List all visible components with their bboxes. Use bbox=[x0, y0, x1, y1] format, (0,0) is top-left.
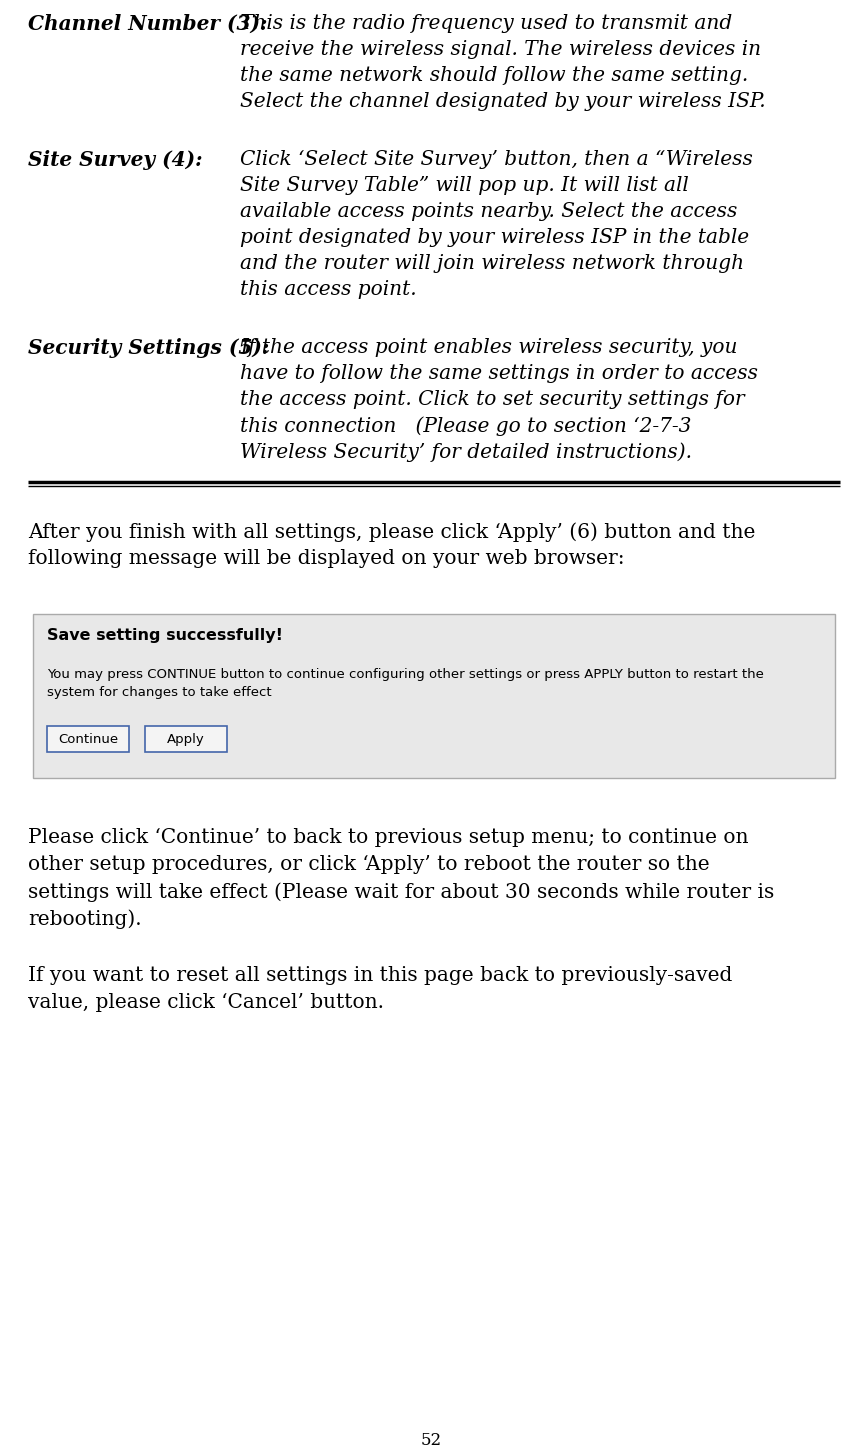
Text: the same network should follow the same setting.: the same network should follow the same … bbox=[239, 67, 747, 86]
Text: rebooting).: rebooting). bbox=[28, 909, 141, 928]
Text: system for changes to take effect: system for changes to take effect bbox=[47, 686, 271, 699]
Text: If the access point enables wireless security, you: If the access point enables wireless sec… bbox=[239, 338, 737, 357]
Text: This is the radio frequency used to transmit and: This is the radio frequency used to tran… bbox=[239, 14, 731, 33]
Text: this access point.: this access point. bbox=[239, 280, 416, 299]
Text: Click ‘Select Site Survey’ button, then a “Wireless: Click ‘Select Site Survey’ button, then … bbox=[239, 149, 752, 170]
Text: available access points nearby. Select the access: available access points nearby. Select t… bbox=[239, 202, 736, 220]
Text: Channel Number (3):: Channel Number (3): bbox=[28, 14, 267, 33]
Text: Site Survey (4):: Site Survey (4): bbox=[28, 149, 202, 170]
Text: Wireless Security’ for detailed instructions).: Wireless Security’ for detailed instruct… bbox=[239, 442, 691, 461]
Text: this connection   (Please go to section ‘2-7-3: this connection (Please go to section ‘2… bbox=[239, 416, 691, 435]
Text: point designated by your wireless ISP in the table: point designated by your wireless ISP in… bbox=[239, 228, 748, 247]
Text: Continue: Continue bbox=[58, 732, 118, 745]
Text: and the router will join wireless network through: and the router will join wireless networ… bbox=[239, 254, 743, 273]
Text: have to follow the same settings in order to access: have to follow the same settings in orde… bbox=[239, 364, 757, 383]
FancyBboxPatch shape bbox=[145, 726, 226, 753]
Text: following message will be displayed on your web browser:: following message will be displayed on y… bbox=[28, 550, 624, 568]
Text: the access point. Click to set security settings for: the access point. Click to set security … bbox=[239, 390, 744, 409]
Text: Security Settings (5):: Security Settings (5): bbox=[28, 338, 269, 358]
FancyBboxPatch shape bbox=[47, 726, 129, 753]
Text: Site Survey Table” will pop up. It will list all: Site Survey Table” will pop up. It will … bbox=[239, 175, 688, 194]
Text: If you want to reset all settings in this page back to previously-saved: If you want to reset all settings in thi… bbox=[28, 966, 732, 985]
Text: After you finish with all settings, please click ‘Apply’ (6) button and the: After you finish with all settings, plea… bbox=[28, 522, 754, 542]
Text: other setup procedures, or click ‘Apply’ to reboot the router so the: other setup procedures, or click ‘Apply’… bbox=[28, 856, 709, 874]
Text: value, please click ‘Cancel’ button.: value, please click ‘Cancel’ button. bbox=[28, 993, 383, 1012]
FancyBboxPatch shape bbox=[33, 613, 834, 779]
Text: Save setting successfully!: Save setting successfully! bbox=[47, 628, 282, 642]
Text: settings will take effect (Please wait for about 30 seconds while router is: settings will take effect (Please wait f… bbox=[28, 882, 773, 902]
Text: Please click ‘Continue’ to back to previous setup menu; to continue on: Please click ‘Continue’ to back to previ… bbox=[28, 828, 747, 847]
Text: 52: 52 bbox=[420, 1433, 441, 1449]
Text: receive the wireless signal. The wireless devices in: receive the wireless signal. The wireles… bbox=[239, 41, 760, 59]
Text: You may press CONTINUE button to continue configuring other settings or press AP: You may press CONTINUE button to continu… bbox=[47, 668, 763, 682]
Text: Apply: Apply bbox=[167, 732, 205, 745]
Text: Select the channel designated by your wireless ISP.: Select the channel designated by your wi… bbox=[239, 91, 765, 112]
